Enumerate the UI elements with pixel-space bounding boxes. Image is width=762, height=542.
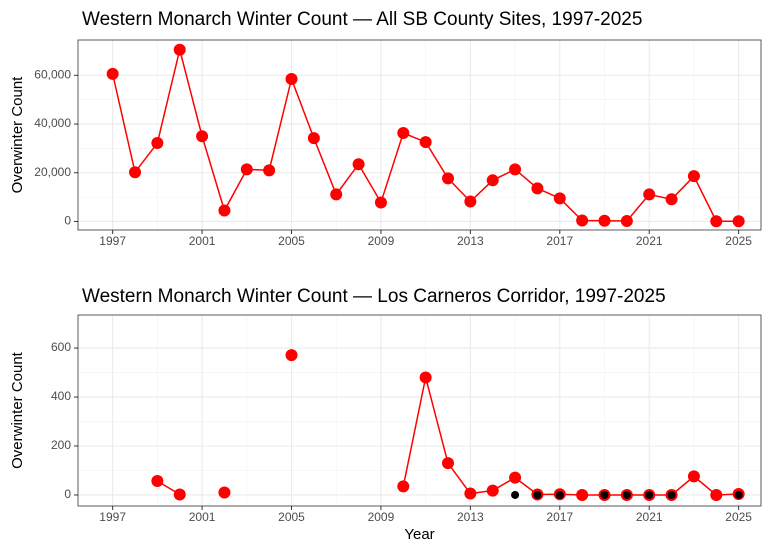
- y-tick-label: 60,000: [34, 67, 71, 81]
- data-point: [732, 215, 745, 228]
- data-point: [645, 490, 654, 499]
- data-point: [576, 214, 589, 227]
- data-point: [173, 488, 186, 501]
- panel-border: [77, 39, 762, 231]
- x-tick-label: 2013: [457, 234, 484, 248]
- y-tick-label: 200: [51, 438, 71, 452]
- x-tick-label: 2017: [546, 510, 573, 524]
- x-tick-label: 2005: [278, 510, 305, 524]
- data-point: [129, 166, 142, 179]
- data-point: [240, 163, 253, 176]
- data-point: [285, 72, 298, 85]
- data-point: [509, 163, 522, 176]
- data-point: [196, 130, 209, 143]
- data-point: [533, 490, 542, 499]
- data-point: [442, 457, 455, 470]
- y-tick-label: 0: [64, 487, 71, 501]
- x-tick-label: 2001: [189, 510, 216, 524]
- x-tick-label: 2005: [278, 234, 305, 248]
- chart-title: Western Monarch Winter Count — Los Carne…: [82, 286, 666, 307]
- data-point: [397, 480, 410, 493]
- data-point: [218, 204, 231, 217]
- data-point: [486, 484, 499, 497]
- x-tick-label: 2025: [725, 234, 752, 248]
- data-point: [464, 487, 477, 500]
- data-point: [531, 182, 544, 195]
- data-point: [419, 371, 432, 384]
- data-point: [173, 43, 186, 56]
- y-axis-title: Overwinter Count: [9, 76, 26, 194]
- data-point: [622, 490, 631, 499]
- data-point: [330, 188, 343, 201]
- data-point: [576, 488, 589, 501]
- x-tick-label: 2009: [368, 234, 395, 248]
- data-point: [511, 490, 520, 499]
- y-tick-label: 20,000: [34, 165, 71, 179]
- panel-border: [77, 314, 762, 507]
- data-point: [667, 490, 676, 499]
- data-point: [442, 172, 455, 185]
- data-point: [687, 170, 700, 183]
- data-point: [734, 490, 743, 499]
- data-point: [464, 195, 477, 208]
- data-point: [285, 349, 298, 362]
- y-tick-label: 600: [51, 340, 71, 354]
- data-point: [553, 192, 566, 205]
- x-tick-label: 1997: [99, 510, 126, 524]
- data-point: [710, 215, 723, 228]
- series-line: [156, 377, 739, 496]
- x-tick-label: 2025: [725, 510, 752, 524]
- x-tick-label: 2021: [636, 510, 663, 524]
- data-point: [263, 164, 276, 177]
- data-point: [106, 67, 119, 80]
- y-tick-label: 40,000: [34, 116, 71, 130]
- x-tick-label: 2009: [368, 510, 395, 524]
- data-point: [710, 488, 723, 501]
- data-point: [151, 137, 164, 150]
- data-point: [374, 196, 387, 209]
- x-tick-label: 1997: [99, 234, 126, 248]
- x-tick-label: 2001: [189, 234, 216, 248]
- data-point: [509, 471, 522, 484]
- data-point: [687, 470, 700, 483]
- x-tick-label: 2021: [636, 234, 663, 248]
- data-point: [151, 475, 164, 488]
- data-point: [643, 188, 656, 201]
- y-tick-label: 0: [64, 214, 71, 228]
- data-point: [600, 490, 609, 499]
- x-axis-title: Year: [404, 526, 434, 542]
- data-point: [665, 193, 678, 206]
- data-point: [620, 214, 633, 227]
- y-axis-title: Overwinter Count: [9, 351, 26, 469]
- data-point: [397, 127, 410, 140]
- data-point: [555, 490, 564, 499]
- y-tick-label: 400: [51, 389, 71, 403]
- chart-title: Western Monarch Winter Count — All SB Co…: [82, 9, 642, 30]
- data-point: [218, 486, 231, 499]
- data-point: [307, 132, 320, 145]
- data-point: [419, 136, 432, 149]
- x-tick-label: 2017: [546, 234, 573, 248]
- data-point: [598, 214, 611, 227]
- data-point: [486, 174, 499, 187]
- data-point: [352, 158, 365, 171]
- x-tick-label: 2013: [457, 510, 484, 524]
